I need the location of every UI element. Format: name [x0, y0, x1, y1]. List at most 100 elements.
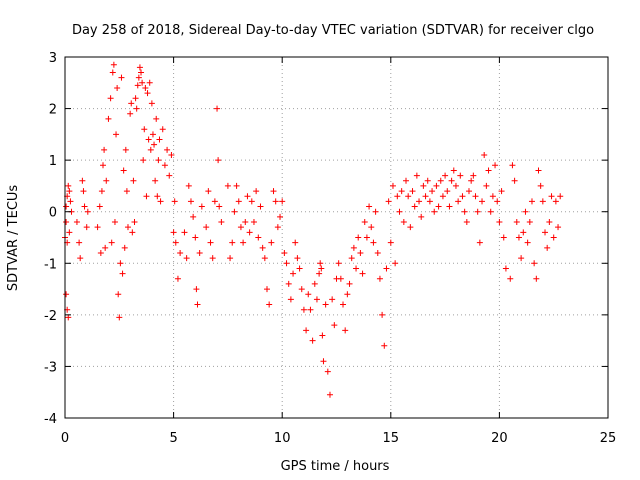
data-point	[244, 193, 251, 200]
data-point	[483, 182, 490, 189]
data-point	[398, 188, 405, 195]
data-point	[132, 95, 139, 102]
data-point	[111, 219, 118, 226]
data-point	[121, 244, 128, 251]
data-point	[97, 249, 104, 256]
data-point	[463, 219, 470, 226]
data-point	[109, 69, 116, 76]
data-point	[363, 234, 370, 241]
data-point	[101, 146, 108, 153]
data-point	[550, 234, 557, 241]
data-point	[298, 286, 305, 293]
data-point	[383, 265, 390, 272]
data-point	[171, 198, 178, 205]
data-point	[203, 224, 210, 231]
data-point	[248, 198, 255, 205]
data-point	[300, 306, 307, 313]
data-point	[192, 234, 199, 241]
data-point	[279, 198, 286, 205]
data-point	[66, 188, 73, 195]
data-point	[359, 270, 366, 277]
data-point	[494, 198, 501, 205]
data-point	[94, 224, 101, 231]
data-point	[261, 255, 268, 262]
data-point	[246, 229, 253, 236]
data-point	[214, 105, 221, 112]
data-point	[305, 291, 312, 298]
x-tick-label: 15	[383, 431, 400, 446]
data-point	[526, 219, 533, 226]
data-point	[522, 208, 529, 215]
data-point	[324, 368, 331, 375]
data-point	[166, 172, 173, 179]
tick-labels: 0 5 10 15 20 25 -4 -3 -2 -1 0 1 2 3	[44, 51, 616, 446]
data-point	[84, 208, 91, 215]
data-point	[496, 219, 503, 226]
data-point	[224, 182, 231, 189]
data-point	[124, 224, 131, 231]
data-point	[366, 203, 373, 210]
data-point	[198, 203, 205, 210]
data-point	[274, 224, 281, 231]
data-point	[114, 84, 121, 91]
data-point	[431, 208, 438, 215]
data-point	[309, 337, 316, 344]
data-point	[407, 224, 414, 231]
data-point	[548, 193, 555, 200]
data-point	[400, 219, 407, 226]
data-point	[294, 255, 301, 262]
data-point	[123, 188, 130, 195]
data-point	[218, 219, 225, 226]
data-point	[326, 391, 333, 398]
data-point	[461, 208, 468, 215]
y-tick-label: -4	[44, 412, 57, 427]
data-point	[340, 301, 347, 308]
data-point	[515, 234, 522, 241]
data-point	[457, 172, 464, 179]
data-point	[479, 198, 486, 205]
data-point	[472, 193, 479, 200]
data-point	[120, 167, 127, 174]
data-point	[346, 280, 353, 287]
data-point	[435, 203, 442, 210]
data-point	[131, 219, 138, 226]
data-point	[489, 193, 496, 200]
data-point	[76, 239, 83, 246]
data-point	[168, 151, 175, 158]
data-point	[420, 182, 427, 189]
data-point	[361, 219, 368, 226]
data-point	[411, 203, 418, 210]
data-point	[544, 244, 551, 251]
data-point	[409, 188, 416, 195]
data-point	[322, 301, 329, 308]
data-point	[353, 265, 360, 272]
data-point	[100, 162, 107, 169]
data-point	[63, 203, 70, 210]
axis-ticks	[64, 56, 609, 419]
data-point	[196, 249, 203, 256]
data-point	[509, 162, 516, 169]
data-point	[320, 358, 327, 365]
data-point	[138, 69, 145, 76]
data-point	[216, 203, 223, 210]
data-point	[500, 234, 507, 241]
data-point	[350, 244, 357, 251]
data-point	[442, 172, 449, 179]
data-point	[149, 131, 156, 138]
data-point	[105, 115, 112, 122]
x-tick-label: 20	[491, 431, 508, 446]
data-point	[318, 265, 325, 272]
data-point	[156, 136, 163, 143]
data-point	[537, 182, 544, 189]
data-point	[481, 151, 488, 158]
data-point	[518, 255, 525, 262]
data-point	[465, 188, 472, 195]
data-point	[316, 270, 323, 277]
data-point	[387, 239, 394, 246]
data-point	[129, 229, 136, 236]
data-point	[63, 291, 70, 298]
x-axis-label: GPS time / hours	[281, 459, 390, 474]
data-point	[117, 260, 124, 267]
data-point	[372, 208, 379, 215]
data-point	[392, 260, 399, 267]
